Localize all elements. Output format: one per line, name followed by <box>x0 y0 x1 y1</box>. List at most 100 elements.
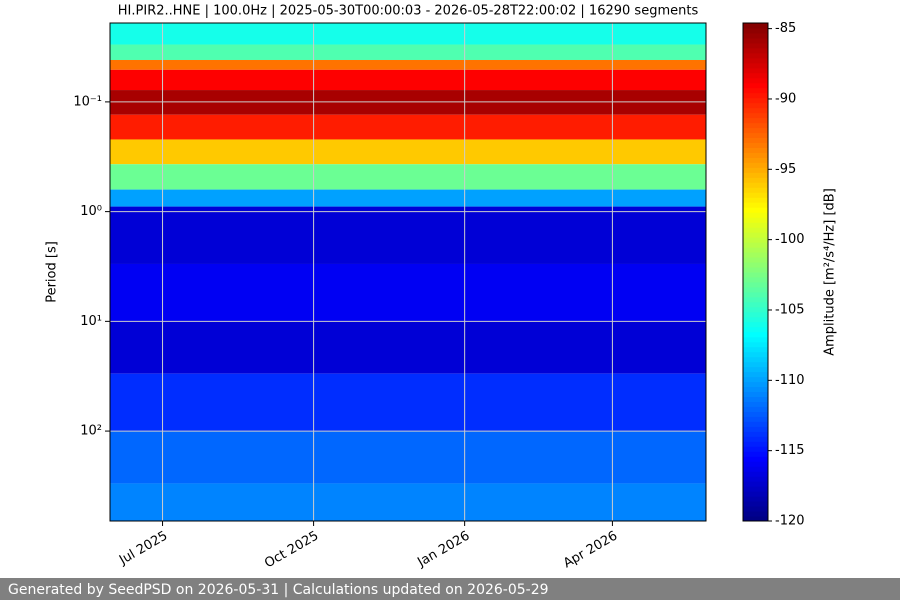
colorbar-tick-label: -95 <box>775 162 796 177</box>
colorbar-segment <box>743 476 768 482</box>
x-tick-label: Jul 2025 <box>116 529 170 569</box>
colorbar-tick-label: -120 <box>775 514 805 529</box>
colorbar-segment <box>743 416 768 422</box>
y-tick-label: 10⁻¹ <box>73 94 102 109</box>
spectrogram-band <box>110 164 706 190</box>
colorbar-segment <box>743 177 768 183</box>
colorbar-segment <box>743 32 768 39</box>
colorbar-segment <box>743 167 768 173</box>
chart-title: HI.PIR2..HNE | 100.0Hz | 2025-05-30T00:0… <box>118 4 699 19</box>
colorbar-segment <box>743 222 768 228</box>
colorbar-segment <box>743 77 768 84</box>
colorbar-segment <box>743 42 768 49</box>
colorbar-segment <box>743 381 768 388</box>
colorbar-segment <box>743 67 768 74</box>
colorbar-segment <box>743 456 768 462</box>
colorbar-segment <box>743 202 768 208</box>
colorbar-segment <box>743 376 768 383</box>
colorbar-segment <box>743 107 768 114</box>
colorbar-segment <box>743 361 768 368</box>
footer-bar <box>0 578 900 600</box>
colorbar-segment <box>743 97 768 104</box>
colorbar-segment <box>743 496 768 502</box>
colorbar-segment <box>743 481 768 487</box>
colorbar-segment <box>743 137 768 144</box>
spectrogram-band <box>110 44 706 60</box>
colorbar-frame <box>742 22 769 522</box>
colorbar-segment <box>743 37 768 44</box>
colorbar-segment <box>743 451 768 457</box>
colorbar-segment <box>743 207 768 213</box>
colorbar-segment <box>743 461 768 467</box>
colorbar-segment <box>743 411 768 417</box>
colorbar-segment <box>743 316 768 323</box>
colorbar-tick-label: -90 <box>775 91 796 106</box>
colorbar-segment <box>743 192 768 198</box>
colorbar-segment <box>743 52 768 59</box>
colorbar-segment <box>743 276 768 283</box>
colorbar-segment <box>743 27 768 34</box>
colorbar-segment <box>743 386 768 393</box>
spectrogram-band <box>110 189 706 207</box>
colorbar-segment <box>743 232 768 238</box>
colorbar-segment <box>743 306 768 313</box>
colorbar-segment <box>743 466 768 472</box>
spectrogram-band <box>110 59 706 70</box>
colorbar-segment <box>743 426 768 432</box>
colorbar-segment <box>743 506 768 512</box>
spectrogram-band <box>110 206 706 264</box>
colorbar-segment <box>743 23 768 29</box>
colorbar-segment <box>743 112 768 119</box>
colorbar-segment <box>743 47 768 54</box>
colorbar-segment <box>743 102 768 109</box>
colorbar-segment <box>743 511 768 517</box>
y-tick-label: 10¹ <box>80 314 102 329</box>
colorbar-segment <box>743 441 768 447</box>
colorbar-segment <box>743 162 768 168</box>
colorbar-segment <box>743 321 768 328</box>
spectrogram-band <box>110 483 706 521</box>
y-axis-label: Period [s] <box>45 241 60 303</box>
colorbar-segment <box>743 486 768 492</box>
spectrogram-band <box>110 263 706 322</box>
spectrogram-band <box>110 373 706 432</box>
colorbar-segment <box>743 371 768 378</box>
colorbar-segment <box>743 391 768 397</box>
colorbar-segment <box>743 267 768 273</box>
colorbar-segment <box>743 351 768 358</box>
colorbar-segment <box>743 396 768 402</box>
colorbar-segment <box>743 356 768 363</box>
colorbar-segment <box>743 212 768 218</box>
colorbar-segment <box>743 82 768 89</box>
colorbar-segment <box>743 87 768 94</box>
y-tick-label: 10² <box>80 424 102 439</box>
spectrogram-band <box>110 321 706 374</box>
colorbar-segment <box>743 182 768 188</box>
colorbar-segment <box>743 147 768 153</box>
colorbar-segment <box>743 247 768 253</box>
colorbar-segment <box>743 272 768 278</box>
colorbar-segment <box>743 286 768 293</box>
colorbar-segment <box>743 296 768 303</box>
colorbar-segment <box>743 252 768 258</box>
colorbar-segment <box>743 72 768 79</box>
colorbar-segment <box>743 346 768 353</box>
x-tick-label: Jan 2026 <box>414 529 472 571</box>
colorbar-segment <box>743 421 768 427</box>
colorbar-segment <box>743 117 768 124</box>
colorbar-segment <box>743 127 768 134</box>
spectrogram-band <box>110 139 706 165</box>
colorbar-segment <box>743 62 768 69</box>
colorbar-segment <box>743 157 768 163</box>
colorbar-tick-label: -110 <box>775 373 805 388</box>
colorbar-segment <box>743 262 768 268</box>
colorbar-segment <box>743 291 768 298</box>
colorbar-tick-label: -115 <box>775 443 805 458</box>
colorbar-segment <box>743 341 768 348</box>
colorbar-segment <box>743 172 768 178</box>
colorbar-segment <box>743 281 768 288</box>
colorbar-segment <box>743 336 768 343</box>
colorbar-segment <box>743 92 768 99</box>
colorbar-segment <box>743 311 768 318</box>
